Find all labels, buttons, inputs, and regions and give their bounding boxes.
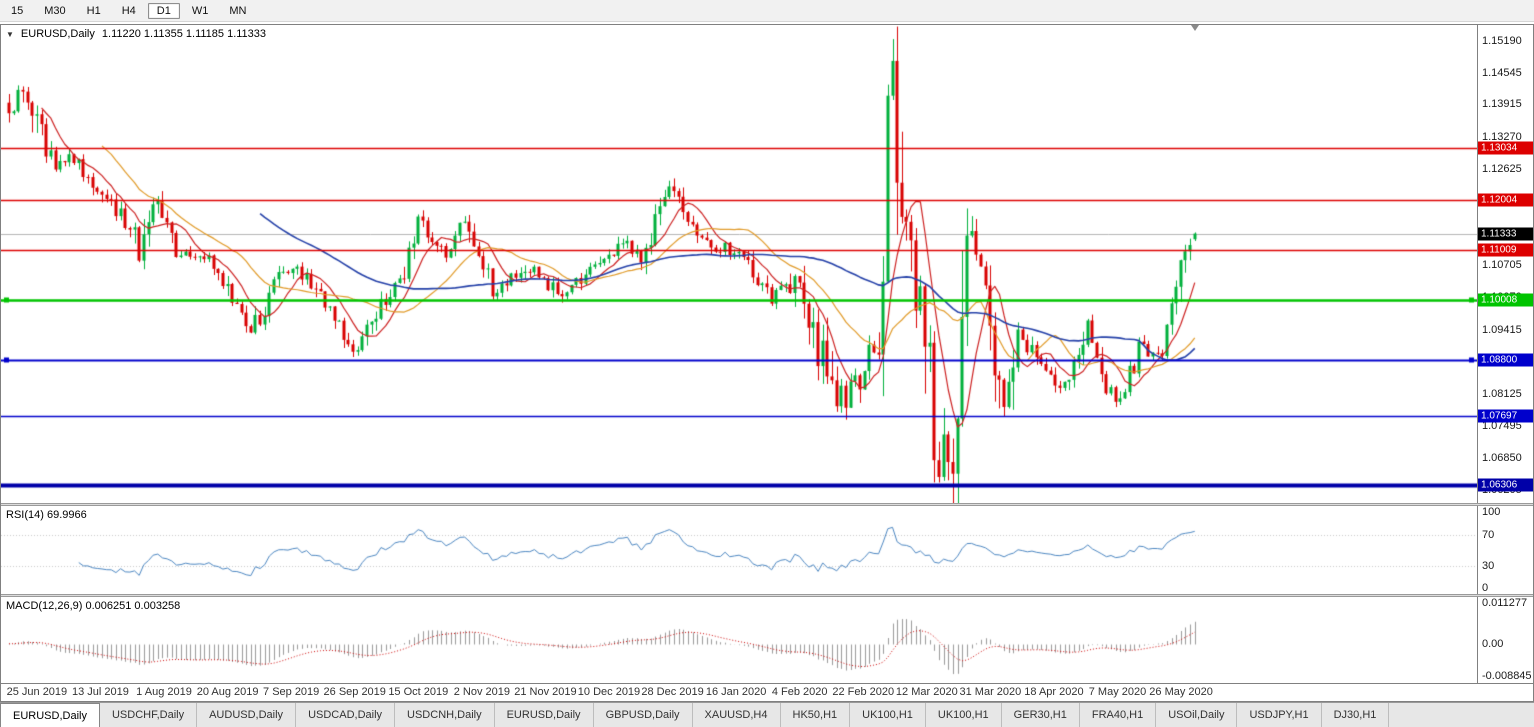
time-axis-label: 25 Jun 2019: [6, 686, 68, 698]
chart-ohlc-values: 1.11220 1.11355 1.11185 1.11333: [101, 28, 267, 40]
time-axis-label: 12 Mar 2020: [895, 686, 958, 698]
chart-tab-bar: EURUSD,Daily USDCHF,Daily AUDUSD,Daily USDC…: [0, 702, 1534, 727]
hline-price-tag: 1.08800: [1478, 353, 1533, 367]
price-axis-tick: 1.15190: [1482, 34, 1522, 47]
price-axis-tick: 1.12625: [1482, 162, 1522, 175]
chart-tab[interactable]: USDCAD,Daily: [296, 703, 396, 727]
macd-axis-tick: 0.011277: [1482, 597, 1528, 609]
hline-price-tag: 1.11009: [1478, 243, 1533, 257]
time-axis-label: 22 Feb 2020: [832, 686, 895, 698]
chart-tab[interactable]: USDJPY,H1: [1237, 703, 1322, 727]
rsi-chart-canvas[interactable]: [1, 506, 1478, 594]
timeframe-button-h4[interactable]: H4: [121, 4, 136, 17]
chart-window: ▼ EURUSD,Daily 1.11220 1.11355 1.11185 1…: [0, 24, 1534, 702]
price-chart-canvas[interactable]: [1, 25, 1478, 503]
price-pane: ▼ EURUSD,Daily 1.11220 1.11355 1.11185 1…: [1, 25, 1533, 503]
hline-price-tag: 1.06306: [1478, 478, 1533, 492]
time-axis-label: 16 Jan 2020: [705, 686, 767, 698]
chart-tab[interactable]: UK100,H1: [850, 703, 926, 727]
time-axis-label: 21 Nov 2019: [514, 686, 577, 698]
macd-title: MACD(12,26,9) 0.006251 0.003258: [6, 600, 180, 612]
time-axis-label: 2 Nov 2019: [453, 686, 510, 698]
chart-title: ▼ EURUSD,Daily 1.11220 1.11355 1.11185 1…: [6, 28, 266, 41]
time-axis-label: 18 Apr 2020: [1024, 686, 1084, 698]
time-axis: 25 Jun 2019 13 Jul 2019 1 Aug 2019 20 Aug 2…: [1, 683, 1533, 701]
time-axis-label: 1 Aug 2019: [136, 686, 192, 698]
chart-symbol-label: EURUSD,Daily: [20, 28, 95, 40]
rsi-title: RSI(14) 69.9966: [6, 509, 87, 521]
timeframe-button-h1[interactable]: H1: [86, 4, 101, 17]
chart-tab[interactable]: EURUSD,Daily: [494, 703, 594, 727]
time-axis-label: 15 Oct 2019: [388, 686, 449, 698]
timeframe-toolbar: 15 M30 H1 H4 D1 W1 MN: [0, 0, 1534, 22]
chart-tab[interactable]: FRA40,H1: [1079, 703, 1157, 727]
chart-tab[interactable]: XAUUSD,H4: [692, 703, 781, 727]
macd-chart-canvas[interactable]: [1, 597, 1478, 683]
timeframe-button-15[interactable]: 15: [11, 4, 24, 17]
chart-tab[interactable]: DJ30,H1: [1321, 703, 1390, 727]
chart-tab[interactable]: AUDUSD,Daily: [197, 703, 297, 727]
price-axis-tick: 1.10705: [1482, 259, 1522, 271]
chart-tab[interactable]: UK100,H1: [925, 703, 1002, 727]
chart-tab[interactable]: EURUSD,Daily: [0, 703, 100, 727]
rsi-axis-tick: 100: [1482, 506, 1501, 518]
macd-pane: MACD(12,26,9) 0.006251 0.003258 0.011277…: [1, 597, 1533, 683]
time-axis-label: 28 Dec 2019: [641, 686, 704, 698]
hline-price-tag: 1.07697: [1478, 409, 1533, 423]
timeframe-button-m30[interactable]: M30: [44, 4, 66, 17]
hline-price-tag: 1.13034: [1478, 141, 1533, 155]
price-axis-tick: 1.13270: [1482, 130, 1522, 143]
chart-tab[interactable]: USDCHF,Daily: [99, 703, 198, 727]
timeframe-button-d1[interactable]: D1: [147, 2, 180, 19]
price-axis-tick: 1.09415: [1482, 323, 1522, 336]
price-axis: 1.151901.145451.139151.132701.126251.119…: [1477, 25, 1533, 503]
rsi-axis-tick: 0: [1482, 582, 1489, 594]
hline-price-tag: 1.10008: [1478, 293, 1533, 307]
time-axis-label: 20 Aug 2019: [196, 686, 259, 698]
chart-shift-marker[interactable]: [1191, 25, 1199, 31]
chart-tab[interactable]: USOil,Daily: [1156, 703, 1238, 727]
time-axis-label: 7 Sep 2019: [263, 686, 320, 698]
macd-axis-tick: -0.008845: [1482, 670, 1532, 682]
timeframe-button-w1[interactable]: W1: [191, 4, 209, 17]
chart-tab[interactable]: USDCNH,Daily: [395, 703, 495, 727]
time-axis-label: 31 Mar 2020: [959, 686, 1022, 698]
chart-tab[interactable]: GBPUSD,Daily: [593, 703, 693, 727]
macd-axis-tick: 0.00: [1482, 637, 1504, 650]
time-axis-label: 4 Feb 2020: [771, 686, 828, 698]
price-axis-tick: 1.13915: [1482, 98, 1522, 111]
time-axis-label: 7 May 2020: [1088, 686, 1147, 698]
timeframe-button-mn[interactable]: MN: [229, 4, 247, 17]
rsi-axis: 100 70 30 0: [1477, 506, 1533, 594]
time-axis-label: 13 Jul 2019: [72, 686, 129, 698]
chart-tab[interactable]: HK50,H1: [780, 703, 851, 727]
macd-label: MACD(12,26,9) 0.006251 0.003258: [6, 600, 181, 612]
time-axis-label: 26 May 2020: [1149, 686, 1213, 698]
rsi-axis-tick: 70: [1482, 528, 1495, 541]
time-axis-label: 10 Dec 2019: [577, 686, 641, 698]
macd-axis: 0.011277 0.00 -0.008845: [1477, 597, 1533, 683]
chart-tab[interactable]: GER30,H1: [1001, 703, 1080, 727]
price-axis-tick: 1.07495: [1482, 419, 1522, 432]
rsi-axis-tick: 30: [1482, 560, 1495, 573]
rsi-label: RSI(14) 69.9966: [6, 509, 87, 521]
hline-price-tag: 1.12004: [1478, 193, 1533, 207]
current-price-tag: 1.11333: [1478, 227, 1533, 241]
pane-splitter-rsi[interactable]: [1, 503, 1533, 506]
price-axis-tick: 1.14545: [1482, 66, 1522, 79]
symbol-dropdown-icon[interactable]: ▼: [6, 30, 14, 39]
rsi-pane: RSI(14) 69.9966 100 70 30 0: [1, 506, 1533, 594]
time-axis-label: 26 Sep 2019: [323, 686, 386, 698]
price-axis-tick: 1.08125: [1482, 388, 1522, 401]
price-axis-tick: 1.06850: [1482, 451, 1522, 464]
pane-splitter-macd[interactable]: [1, 594, 1533, 597]
